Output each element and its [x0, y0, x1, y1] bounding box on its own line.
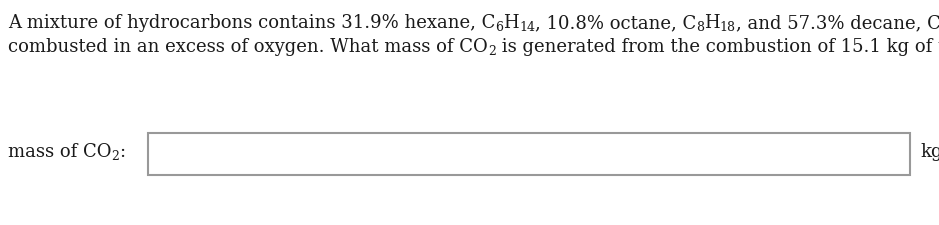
Text: 18: 18 [720, 21, 736, 34]
Text: H: H [503, 14, 519, 32]
Text: H: H [704, 14, 720, 32]
Text: kg: kg [920, 143, 939, 161]
Text: combusted in an excess of oxygen. What mass of CO: combusted in an excess of oxygen. What m… [8, 38, 487, 56]
Text: mass of CO: mass of CO [8, 143, 112, 161]
Text: 2: 2 [112, 150, 119, 163]
Text: 8: 8 [696, 21, 704, 34]
Text: 2: 2 [487, 45, 496, 58]
Text: :: : [119, 143, 126, 161]
Text: is generated from the combustion of 15.1 kg of the mixture?: is generated from the combustion of 15.1… [496, 38, 939, 56]
Text: , and 57.3% decane, C: , and 57.3% decane, C [736, 14, 939, 32]
Text: 14: 14 [519, 21, 535, 34]
Text: , 10.8% octane, C: , 10.8% octane, C [535, 14, 696, 32]
Text: A mixture of hydrocarbons contains 31.9% hexane, C: A mixture of hydrocarbons contains 31.9%… [8, 14, 496, 32]
Text: 6: 6 [496, 21, 503, 34]
